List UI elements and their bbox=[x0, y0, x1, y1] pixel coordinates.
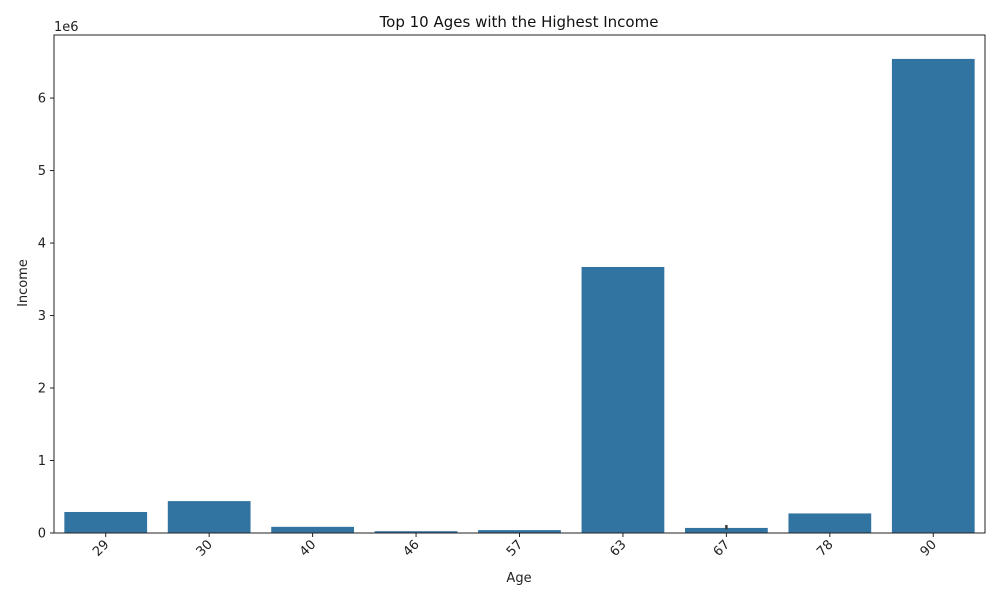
bar-age-29 bbox=[64, 511, 148, 533]
bar-age-67 bbox=[685, 527, 768, 533]
bar-age-30 bbox=[167, 501, 251, 533]
x-tick-label: 90 bbox=[918, 537, 940, 559]
y-axis: 0 1 2 3 4 5 6 bbox=[38, 92, 54, 542]
y-tick-label: 1 bbox=[38, 454, 46, 469]
y-tick-label: 3 bbox=[38, 309, 46, 324]
y-tick-label: 4 bbox=[38, 237, 46, 252]
x-tick-label: 46 bbox=[400, 537, 422, 559]
x-tick-label: 67 bbox=[711, 537, 733, 559]
chart-title: Top 10 Ages with the Highest Income bbox=[379, 13, 659, 31]
x-axis: 29 30 40 46 57 63 67 78 90 bbox=[90, 533, 940, 560]
x-tick-label: 30 bbox=[194, 537, 216, 559]
x-tick-label: 57 bbox=[504, 537, 526, 559]
x-tick-label: 63 bbox=[607, 537, 629, 559]
bars-layer bbox=[64, 58, 975, 534]
bar-age-40 bbox=[271, 526, 354, 533]
y-tick-label: 6 bbox=[38, 92, 46, 107]
x-tick-label: 40 bbox=[297, 537, 319, 559]
y-axis-label: Income bbox=[16, 259, 31, 307]
y-axis-offset-label: 1e6 bbox=[54, 20, 79, 35]
y-tick-label: 5 bbox=[38, 164, 46, 179]
bar-age-63 bbox=[581, 266, 665, 533]
x-tick-label: 78 bbox=[814, 537, 836, 559]
x-axis-label: Age bbox=[506, 571, 531, 586]
bar-age-78 bbox=[788, 513, 872, 533]
x-tick-label: 29 bbox=[90, 537, 112, 559]
plot-frame bbox=[53, 34, 986, 534]
axes-frame bbox=[53, 34, 986, 534]
bar-age-90 bbox=[891, 58, 975, 534]
y-tick-label: 2 bbox=[38, 382, 46, 397]
bar-age-57 bbox=[478, 530, 561, 533]
y-tick-label: 0 bbox=[38, 527, 46, 542]
bar-age-46 bbox=[374, 531, 458, 533]
